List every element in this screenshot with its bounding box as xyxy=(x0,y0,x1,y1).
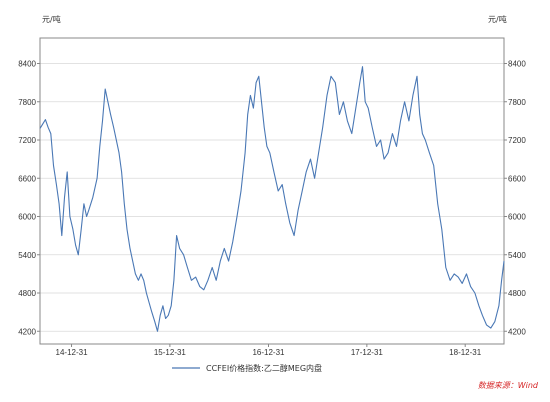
y-tick-label-left: 5400 xyxy=(18,251,36,260)
x-tick-label: 14-12-31 xyxy=(56,348,89,357)
y-tick-label-right: 6000 xyxy=(508,213,526,222)
y-tick-label-left: 7200 xyxy=(18,136,36,145)
x-tick-label: 18-12-31 xyxy=(449,348,482,357)
y-tick-label-left: 8400 xyxy=(18,60,36,69)
y-unit-left: 元/吨 xyxy=(42,14,61,24)
legend: CCFEI价格指数:乙二醇MEG内盘 xyxy=(172,363,322,373)
y-tick-label-right: 4800 xyxy=(508,289,526,298)
gridlines xyxy=(40,63,504,332)
y-tick-label-right: 4200 xyxy=(508,327,526,336)
y-tick-label-left: 4800 xyxy=(18,289,36,298)
plot-frame xyxy=(39,37,505,345)
x-tick-label: 17-12-31 xyxy=(351,348,384,357)
series-line xyxy=(39,66,505,332)
series-group xyxy=(39,66,505,332)
x-tick-label: 15-12-31 xyxy=(154,348,187,357)
y-tick-label-right: 7800 xyxy=(508,98,526,107)
y-tick-label-right: 8400 xyxy=(508,60,526,69)
legend-label: CCFEI价格指数:乙二醇MEG内盘 xyxy=(206,363,322,373)
y-tick-label-left: 7800 xyxy=(18,98,36,107)
y-tick-label-left: 6600 xyxy=(18,174,36,183)
x-axis: 14-12-31 15-12-31 16-12-31 17-12-31 18-12-31 xyxy=(56,344,482,357)
y-tick-label-left: 6000 xyxy=(18,213,36,222)
y-unit-right: 元/吨 xyxy=(488,14,507,24)
x-tick-label: 16-12-31 xyxy=(252,348,285,357)
y-tick-label-left: 4200 xyxy=(18,327,36,336)
y-tick-label-right: 6600 xyxy=(508,174,526,183)
y-tick-label-right: 5400 xyxy=(508,251,526,260)
source-note: 数据来源：Wind xyxy=(478,381,539,390)
y-tick-label-right: 7200 xyxy=(508,136,526,145)
y-axis-right: 4200 4800 5400 6000 6600 7200 7800 8400 xyxy=(504,60,526,336)
y-axis-left: 4200 4800 5400 6000 6600 7200 7800 8400 xyxy=(18,60,40,336)
